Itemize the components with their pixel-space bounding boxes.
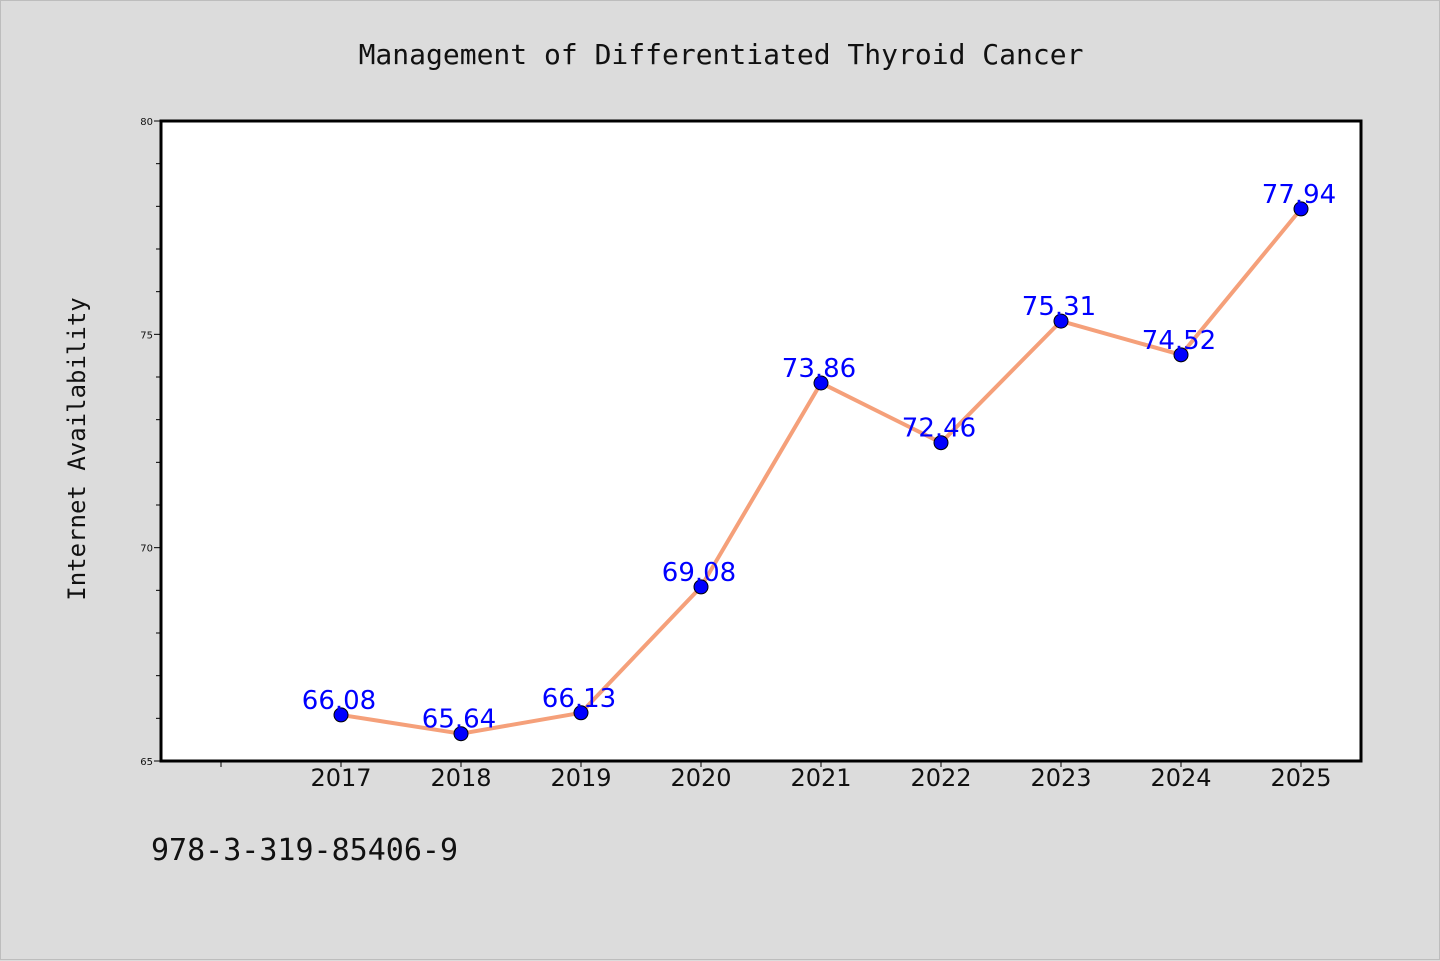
data-label: 75.31	[1022, 292, 1096, 322]
data-label: 66.08	[302, 686, 376, 716]
x-axis: 2017 2018 2019 2020 2021 2022 2023 2024 2025	[220, 761, 1332, 792]
plot-area	[159, 119, 1363, 763]
series-layer	[333, 201, 1309, 742]
data-label: 74.52	[1142, 326, 1216, 356]
x-tick-label: 2020	[670, 764, 731, 792]
x-tick-label: 2022	[910, 764, 971, 792]
x-tick-label: 2019	[550, 764, 611, 792]
y-tick-label: 70	[140, 544, 153, 555]
data-point	[333, 707, 349, 723]
data-labels: 66.08 65.64 66.13 69.08 73.86 72.46 75.31 74.52…	[302, 180, 1336, 735]
data-point	[1293, 201, 1309, 217]
data-point	[933, 435, 949, 451]
x-tick-label: 2023	[1030, 764, 1091, 792]
data-label: 72.46	[902, 414, 976, 444]
data-point	[813, 375, 829, 391]
data-point	[1173, 347, 1189, 363]
y-axis-label: Internet Availability	[63, 297, 91, 600]
data-label: 65.64	[422, 705, 496, 735]
x-tick-label: 2025	[1270, 764, 1331, 792]
x-tick-label: 2018	[430, 764, 491, 792]
x-tick-label: 2021	[790, 764, 851, 792]
chart-title: Management of Differentiated Thyroid Can…	[359, 38, 1084, 71]
data-point	[693, 579, 709, 595]
x-tick-label: 2017	[310, 764, 371, 792]
data-label: 66.13	[542, 684, 616, 714]
data-label: 69.08	[662, 558, 736, 588]
data-point	[453, 726, 469, 742]
x-tick-label: 2024	[1150, 764, 1211, 792]
y-tick-label: 65	[140, 757, 153, 768]
data-label: 77.94	[1262, 180, 1336, 210]
data-point	[573, 705, 589, 721]
y-tick-label: 75	[140, 330, 153, 341]
data-point	[1053, 313, 1069, 329]
isbn-code: 978-3-319-85406-9	[151, 833, 459, 868]
data-label: 73.86	[782, 354, 856, 384]
y-tick-label: 80	[140, 117, 153, 128]
y-axis: 65 70 75 80	[140, 117, 161, 768]
